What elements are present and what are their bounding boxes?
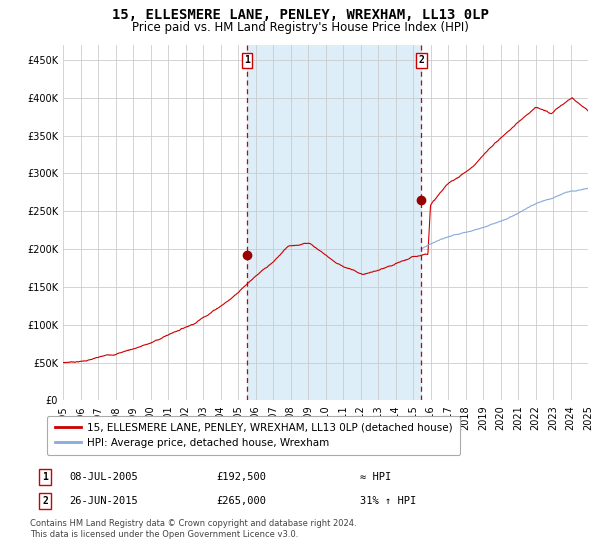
Text: £192,500: £192,500	[216, 472, 266, 482]
Bar	[247, 45, 421, 400]
Text: Price paid vs. HM Land Registry's House Price Index (HPI): Price paid vs. HM Land Registry's House …	[131, 21, 469, 34]
Text: ≈ HPI: ≈ HPI	[360, 472, 391, 482]
Text: 31% ↑ HPI: 31% ↑ HPI	[360, 496, 416, 506]
Text: 1: 1	[244, 55, 250, 66]
Text: 2: 2	[418, 55, 424, 66]
Text: 2: 2	[42, 496, 48, 506]
Text: 08-JUL-2005: 08-JUL-2005	[69, 472, 138, 482]
Text: Contains HM Land Registry data © Crown copyright and database right 2024.
This d: Contains HM Land Registry data © Crown c…	[30, 520, 356, 539]
Text: £265,000: £265,000	[216, 496, 266, 506]
Text: 1: 1	[42, 472, 48, 482]
Legend: 15, ELLESMERE LANE, PENLEY, WREXHAM, LL13 0LP (detached house), HPI: Average pri: 15, ELLESMERE LANE, PENLEY, WREXHAM, LL1…	[47, 416, 460, 455]
Text: 26-JUN-2015: 26-JUN-2015	[69, 496, 138, 506]
Text: 15, ELLESMERE LANE, PENLEY, WREXHAM, LL13 0LP: 15, ELLESMERE LANE, PENLEY, WREXHAM, LL1…	[112, 8, 488, 22]
